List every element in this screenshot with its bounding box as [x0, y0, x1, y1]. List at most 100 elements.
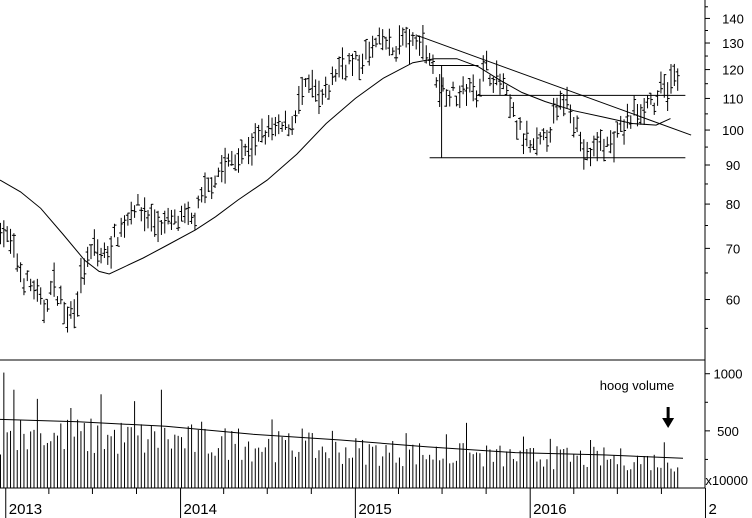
price-bar [48, 280, 53, 296]
price-bar [467, 78, 472, 93]
price-bar [491, 76, 496, 93]
price-bar [85, 246, 90, 267]
price-bar [246, 136, 251, 165]
price-bar [420, 24, 425, 60]
price-bar [135, 193, 140, 206]
price-panel: 60 70 80 90 100 110 120 130 140 [0, 6, 744, 333]
price-bar [55, 296, 60, 306]
price-bar [72, 299, 77, 329]
price-bar [172, 209, 177, 225]
price-bar [648, 92, 653, 105]
x-tick-label: 2015 [358, 501, 391, 518]
price-bar [196, 195, 201, 209]
price-bar [357, 54, 362, 81]
x-tick-label: 2013 [9, 501, 42, 518]
price-bar [538, 132, 543, 145]
price-bar [578, 131, 583, 152]
price-bar [149, 203, 154, 232]
price-bar [541, 128, 546, 141]
price-bar [166, 207, 171, 225]
price-bar [219, 155, 224, 183]
price-bar [477, 78, 482, 97]
price-bar [35, 278, 40, 302]
price-y-tick-label: 100 [722, 123, 744, 138]
price-bar [233, 154, 238, 171]
price-bar [645, 94, 650, 109]
price-bar [179, 205, 184, 222]
price-bar [226, 153, 231, 167]
price-bar [367, 41, 372, 66]
price-bar [598, 129, 603, 151]
price-bar [102, 242, 107, 258]
price-bar [447, 90, 452, 107]
price-bar [99, 247, 104, 264]
price-bar [263, 130, 268, 145]
price-bar [229, 150, 234, 166]
price-bar [380, 29, 385, 51]
price-bar [508, 94, 513, 119]
price-bar [162, 210, 167, 234]
price-bar [394, 46, 399, 62]
price-bar [360, 53, 365, 75]
price-bar [122, 215, 127, 238]
price-bar [373, 37, 378, 48]
price-bar [290, 116, 295, 135]
x-tick-label: 2014 [184, 501, 217, 518]
x-tick-label: 2016 [533, 501, 566, 518]
price-bar [521, 133, 526, 155]
price-bar [105, 246, 110, 265]
price-bar [259, 118, 264, 143]
price-bar [209, 177, 214, 200]
volume-unit-label: x10000 [705, 473, 748, 488]
price-bar [239, 139, 244, 164]
price-bar [353, 50, 358, 60]
price-bar [504, 85, 509, 96]
price-bar [276, 114, 281, 135]
price-bar [189, 212, 194, 225]
price-bar [15, 253, 20, 272]
price-bar [548, 127, 553, 143]
price-bar [384, 36, 389, 50]
price-bar [256, 124, 261, 142]
price-bar [243, 143, 248, 157]
price-bar [169, 209, 174, 230]
price-bar [561, 94, 566, 117]
price-bar [461, 76, 466, 95]
price-bar [283, 110, 288, 130]
price-bar [595, 132, 600, 162]
price-bar [407, 29, 412, 65]
price-bar [387, 28, 392, 56]
price-bar [310, 69, 315, 98]
price-bar [132, 205, 137, 218]
price-bar [92, 229, 97, 256]
price-bar [300, 76, 305, 105]
price-bar [625, 103, 630, 129]
volume-moving-average [0, 418, 684, 459]
price-bar [451, 81, 456, 91]
price-bar [655, 90, 660, 106]
price-bar [11, 233, 16, 258]
price-bar [347, 53, 352, 65]
price-y-tick-label: 80 [726, 197, 740, 212]
price-bar [88, 244, 93, 260]
price-bar [176, 215, 181, 231]
price-bar [622, 119, 627, 145]
price-bar [306, 74, 311, 93]
price-y-tick-label: 130 [722, 36, 744, 51]
price-bar [471, 74, 476, 102]
price-bar [270, 117, 275, 141]
price-bar [575, 115, 580, 133]
volume-annotation: hoog volume [600, 378, 674, 393]
price-bar [605, 136, 610, 147]
price-bar [45, 298, 50, 312]
x-axis: 2013 2014 2015 2016 2 [5, 488, 717, 518]
price-bar [531, 138, 536, 151]
price-bar [156, 210, 161, 243]
price-bar [25, 270, 30, 282]
price-bar [21, 278, 26, 296]
price-bar [555, 97, 560, 121]
price-bar [8, 228, 13, 254]
price-bar [199, 187, 204, 203]
price-bar [501, 73, 506, 90]
price-bar [658, 71, 663, 94]
